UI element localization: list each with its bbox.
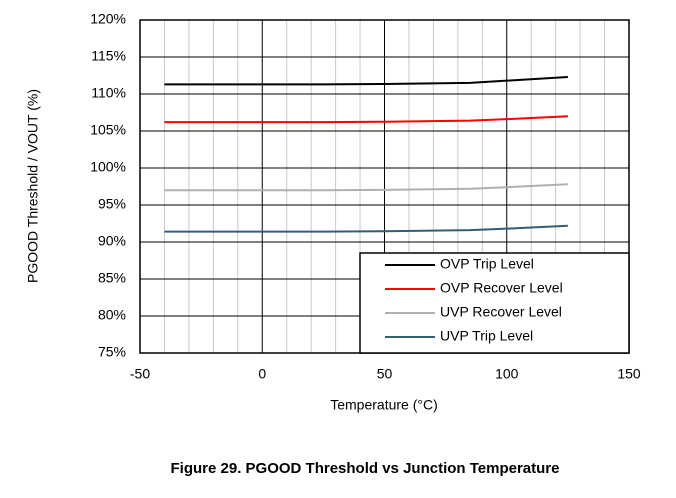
y-tick-label: 90% [98,233,126,249]
y-tick-label: 120% [90,11,126,27]
x-tick-label: 0 [258,366,266,382]
series-line [164,183,568,192]
y-tick-label: 95% [98,196,126,212]
legend-label: OVP Trip Level [440,256,534,272]
y-tick-label: 85% [98,270,126,286]
y-tick-label: 100% [90,159,126,175]
legend-label: UVP Trip Level [440,328,533,344]
series-line [164,224,568,233]
y-tick-label: 115% [91,48,126,64]
x-tick-label: -50 [130,366,150,382]
y-tick-label: 75% [98,344,126,360]
caption: Figure 29. PGOOD Threshold vs Junction T… [171,460,560,477]
x-tick-label: 50 [377,366,393,382]
y-tick-label: 80% [98,307,126,323]
legend-label: OVP Recover Level [440,280,563,296]
y-tick-label: 105% [90,122,126,138]
x-tick-label: 150 [617,366,641,382]
series-line [164,115,568,124]
legend-label: UVP Recover Level [440,304,562,320]
y-tick-label: 110% [91,85,126,101]
x-axis-label: Temperature (°C) [330,397,438,413]
y-axis-label: PGOOD Threshold / VOUT (%) [25,89,41,283]
x-tick-label: 100 [495,366,519,382]
series-line [164,75,568,86]
